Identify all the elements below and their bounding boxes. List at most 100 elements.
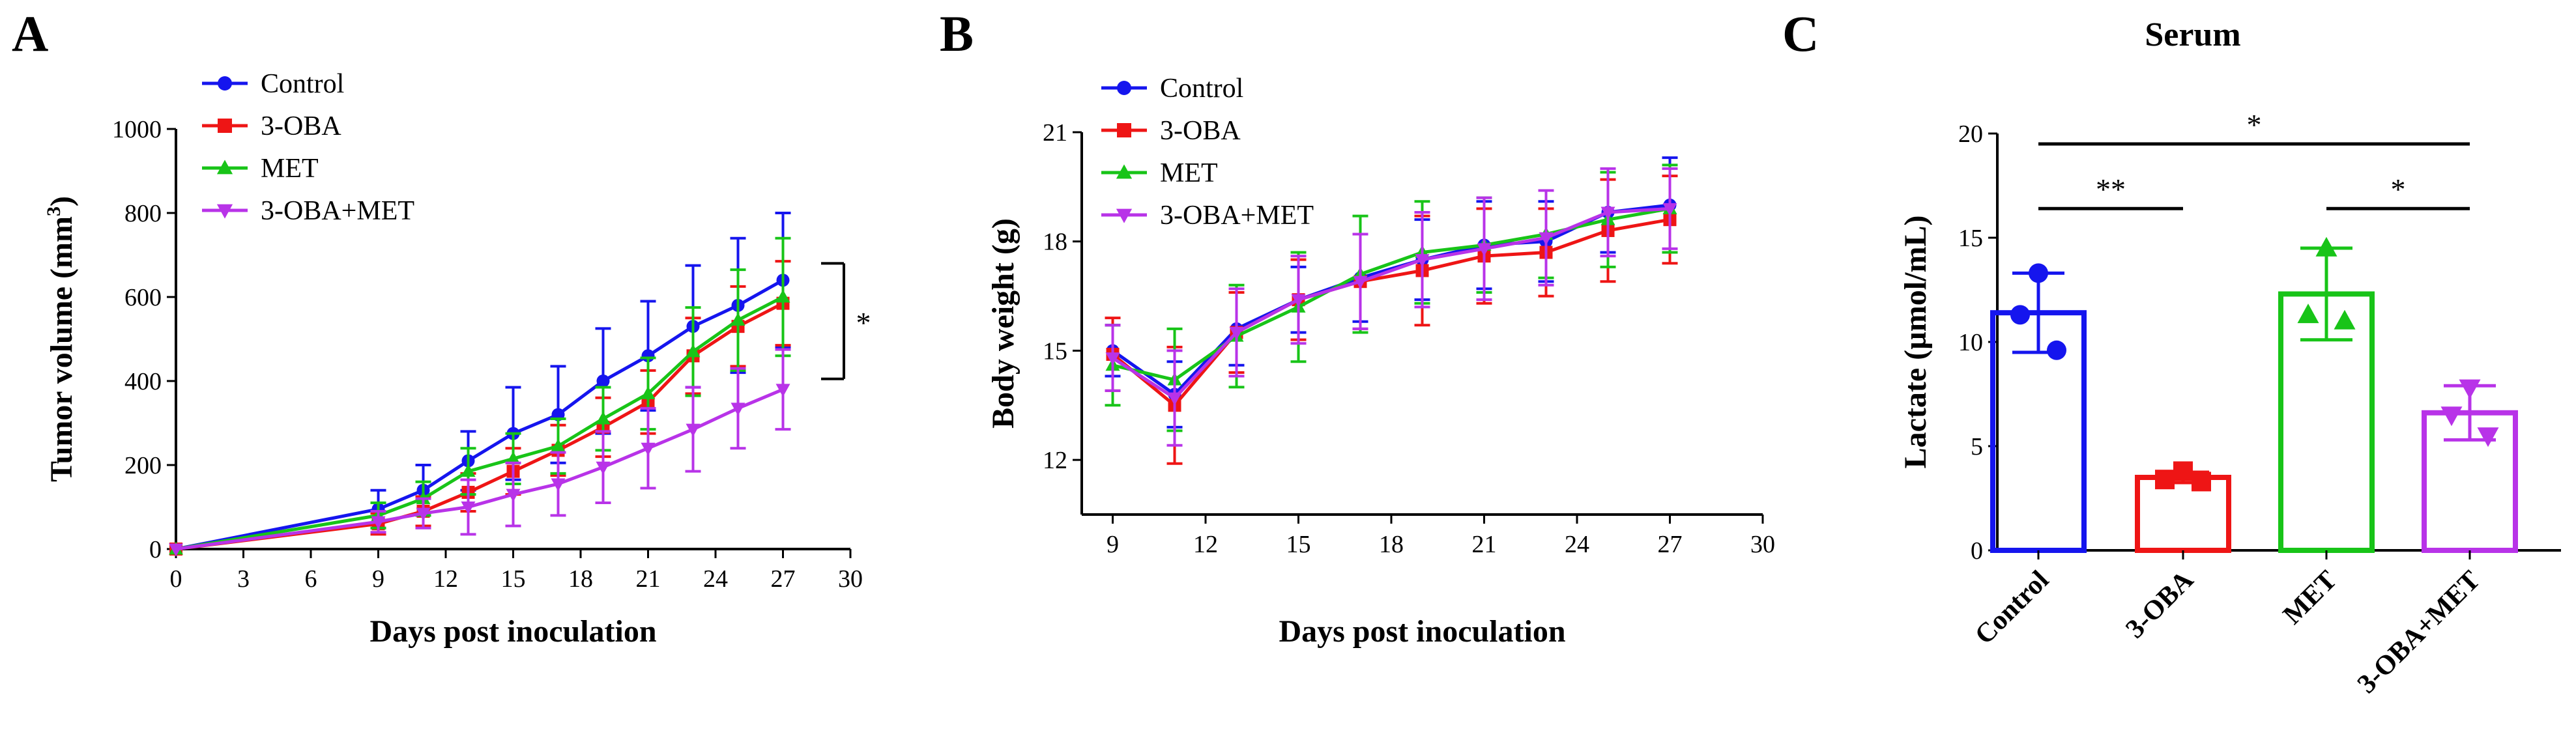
x-tick-label: 30 — [838, 565, 863, 593]
x-category-label: MET — [2278, 565, 2343, 630]
series-3-oba-met — [1105, 167, 1678, 447]
legend-label: Control — [1160, 74, 1243, 104]
y-tick-label: 1000 — [112, 116, 162, 143]
y-tick-label: 0 — [1971, 537, 1983, 565]
x-axis-title: Days post inoculation — [369, 614, 656, 649]
legend: Control 3-OBA MET 3-OBA+MET — [1101, 74, 1314, 231]
legend-marker — [216, 160, 233, 175]
data-point — [641, 386, 656, 399]
x-tick-label: 3 — [237, 565, 250, 593]
data-point — [641, 442, 656, 456]
x-tick-label: 21 — [1472, 531, 1497, 558]
legend-label: 3-OBA+MET — [261, 196, 414, 226]
significance-label: * — [2247, 108, 2262, 141]
legend-label: MET — [1160, 158, 1218, 188]
y-tick-label: 15 — [1958, 225, 1983, 252]
y-axis-title-sup: 3 — [43, 206, 65, 216]
legend-marker — [1116, 208, 1133, 223]
data-point — [596, 461, 611, 475]
y-tick-label: 20 — [1958, 120, 1983, 148]
panel-letter-a: A — [12, 5, 48, 62]
data-point — [2192, 472, 2211, 492]
legend-marker — [216, 204, 233, 219]
data-point — [1291, 294, 1306, 307]
y-tick-label: 21 — [1043, 119, 1067, 147]
data-point — [2315, 236, 2337, 257]
data-point — [506, 488, 521, 502]
data-point — [1600, 206, 1615, 220]
data-point — [2477, 427, 2499, 447]
data-point — [1105, 352, 1120, 366]
data-point — [1229, 326, 1244, 340]
series-3-oba-met — [169, 348, 791, 557]
series-line — [1111, 218, 1670, 408]
y-tick-label: 10 — [1958, 329, 1983, 356]
legend-marker — [218, 76, 232, 91]
panel-letter-c: C — [1782, 5, 1819, 62]
panel-c: C Serum 0 5 10 15 20 Lactate (µmol/mL) Control 3-… — [1782, 5, 2561, 700]
x-tick-label: 9 — [1107, 531, 1119, 558]
y-tick-label: 400 — [124, 368, 162, 395]
data-point — [551, 478, 566, 492]
data-point — [731, 312, 745, 326]
data-point — [596, 374, 610, 388]
x-tick-label: 24 — [703, 565, 728, 593]
legend-marker — [1117, 81, 1131, 95]
data-point — [2010, 305, 2030, 325]
significance-label: ** — [2096, 173, 2126, 206]
significance-label: * — [856, 306, 871, 339]
y-tick-label: 800 — [124, 200, 162, 227]
data-point — [1662, 203, 1677, 216]
y-tick-label: 0 — [149, 536, 162, 563]
legend-marker — [1116, 164, 1133, 179]
y-axis-title: Tumor volume (mm3) — [43, 196, 79, 482]
chart-title: Serum — [2145, 16, 2240, 53]
legend-label: MET — [261, 154, 319, 184]
y-tick-label: 200 — [124, 452, 162, 479]
legend: Control 3-OBA MET 3-OBA+MET — [202, 69, 414, 226]
legend-label: Control — [261, 69, 344, 99]
data-point — [775, 289, 790, 303]
legend-label: 3-OBA — [1160, 116, 1241, 146]
x-axis-title: Days post inoculation — [1279, 614, 1565, 649]
x-tick-label: 15 — [1286, 531, 1311, 558]
data-point — [1415, 254, 1430, 268]
x-tick-label: 27 — [771, 565, 796, 593]
data-point — [1477, 243, 1492, 257]
x-tick-label: 18 — [1379, 531, 1404, 558]
data-point — [731, 403, 745, 416]
x-tick-label: 21 — [636, 565, 661, 593]
y-axis-title-tail: ) — [44, 196, 79, 206]
legend-label: 3-OBA — [261, 111, 341, 141]
x-category-label: Control — [1969, 565, 2055, 651]
y-axis-title: Lactate (µmol/mL) — [1898, 216, 1933, 469]
data-point — [2297, 304, 2319, 324]
y-tick-label: 5 — [1971, 433, 1983, 460]
x-tick-label: 12 — [1193, 531, 1218, 558]
data-point — [551, 438, 566, 452]
x-tick-label: 0 — [170, 565, 182, 593]
data-point — [2173, 461, 2193, 481]
x-category-label: 3-OBA+MET — [2352, 565, 2486, 700]
bar-3-oba — [2135, 475, 2231, 553]
y-tick-label: 600 — [124, 284, 162, 311]
data-point — [416, 507, 431, 521]
legend-marker — [1117, 123, 1131, 137]
data-point — [506, 451, 521, 464]
y-axis-title-main: Tumor volume (mm — [44, 216, 79, 482]
y-tick-label: 18 — [1043, 229, 1067, 256]
data-point — [596, 411, 611, 425]
data-point — [2440, 406, 2463, 427]
y-axis-title: Body weight (g) — [986, 218, 1020, 429]
series-line — [1112, 206, 1670, 401]
series-line — [1112, 206, 1670, 382]
x-tick-label: 18 — [568, 565, 593, 593]
x-tick-label: 6 — [305, 565, 317, 593]
series-met — [169, 236, 791, 555]
data-point — [686, 423, 701, 437]
data-point — [686, 344, 701, 358]
data-point — [2155, 470, 2175, 490]
data-point — [169, 543, 183, 557]
legend-marker — [218, 119, 232, 133]
